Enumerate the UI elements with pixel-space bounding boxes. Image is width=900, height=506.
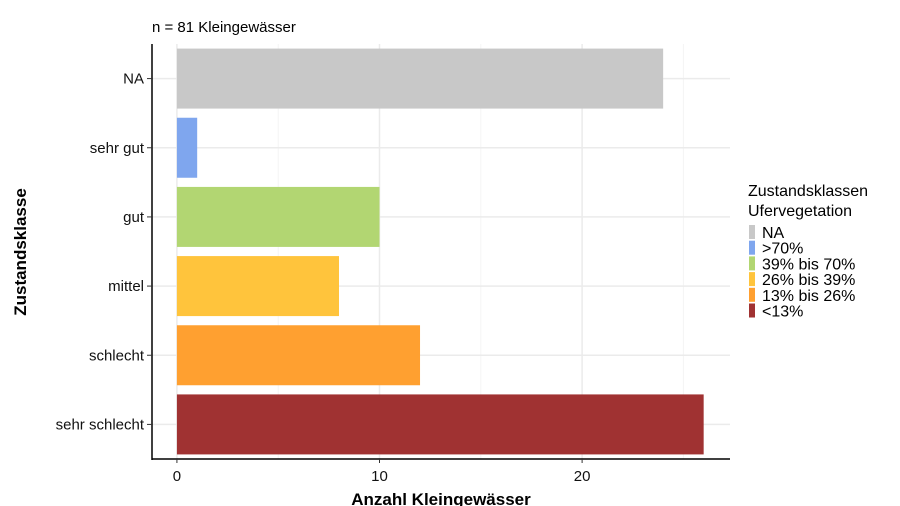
chart-subtitle: n = 81 Kleingewässer [152,19,296,36]
bar-sehr-gut [176,117,198,178]
legend-title-line2: Ufervegetation [748,203,852,220]
y-tick-label: sehr gut [90,140,145,157]
y-tick-label: sehr schlecht [56,416,145,433]
x-tick-label: 0 [173,468,181,485]
bar-schlecht [176,325,421,386]
x-tick-label: 10 [371,468,388,485]
axes: NA sehr gut gut mittel schlecht sehr schlecht… [56,44,730,485]
bar-mittel [176,256,339,317]
x-axis-label: Anzahl Kleingewässer [351,490,531,506]
legend-entry: 26% bis 39% [762,272,855,289]
bar-sehr-schlecht [176,394,704,455]
bars [176,48,704,455]
legend-swatch [749,240,755,255]
y-tick-label: mittel [108,278,144,295]
legend: Zustandsklassen Ufervegetation NA>70%39%… [748,183,868,321]
legend-entry: >70% [762,241,803,258]
bar-na [176,48,664,109]
legend-entry: NA [762,225,785,242]
x-tick-label: 20 [574,468,591,485]
y-tick-label: NA [123,71,144,88]
legend-swatch [749,225,755,239]
legend-entry: 39% bis 70% [762,256,855,273]
y-tick-label: schlecht [89,347,145,364]
legend-swatch [749,303,755,318]
legend-swatch [749,256,755,271]
y-tick-label: gut [123,209,145,226]
legend-entry: <13% [762,304,803,321]
y-axis-label: Zustandsklasse [11,188,30,316]
legend-entry: 13% bis 26% [762,288,855,305]
legend-title-line1: Zustandsklassen [748,183,868,200]
bar-gut [176,186,380,247]
legend-swatch [749,287,755,302]
legend-swatch [749,272,755,287]
